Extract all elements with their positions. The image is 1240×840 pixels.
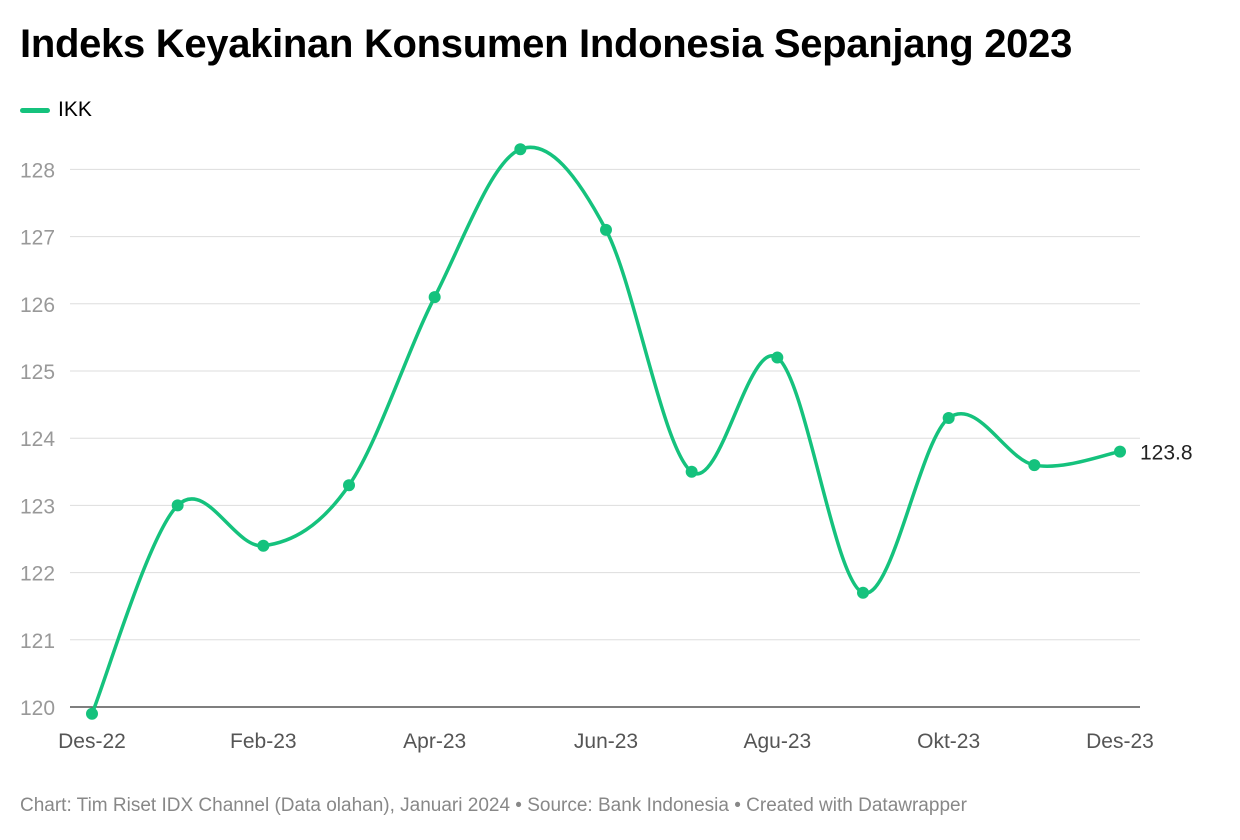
legend-label: IKK [58, 98, 92, 121]
y-tick-label: 127 [20, 227, 55, 250]
x-axis-ticks: Des-22 Feb-23 Apr-23 Jun-23 Agu-23 Okt-23 Des-… [58, 730, 1154, 753]
x-tick-label: Apr-23 [403, 730, 466, 753]
x-tick-label: Feb-23 [230, 730, 297, 753]
y-tick-label: 124 [20, 428, 55, 451]
y-tick-label: 125 [20, 361, 55, 384]
data-point [171, 499, 184, 512]
data-point [514, 143, 527, 156]
data-point [685, 465, 698, 478]
legend: IKK [20, 98, 92, 122]
data-point [942, 412, 955, 425]
x-tick-label: Des-22 [58, 730, 126, 753]
y-tick-label: 126 [20, 294, 55, 317]
data-point [1114, 445, 1126, 458]
y-tick-label: 120 [20, 697, 55, 720]
x-tick-label: Agu-23 [743, 730, 811, 753]
y-tick-label: 128 [20, 159, 55, 182]
data-point [1028, 459, 1041, 472]
chart-footer: Chart: Tim Riset IDX Channel (Data olaha… [20, 795, 967, 816]
legend-swatch [20, 107, 50, 113]
page-title: Indeks Keyakinan Konsumen Indonesia Sepa… [20, 22, 1073, 66]
end-value-label: 123.8 [1140, 442, 1193, 465]
data-point [857, 586, 869, 599]
data-point [428, 291, 441, 304]
y-axis-ticks: 120 121 122 123 124 125 126 127 128 [20, 159, 55, 720]
x-tick-label: Des-23 [1086, 730, 1154, 753]
data-point [771, 351, 784, 364]
series-ikk: 123.8 [86, 143, 1193, 720]
y-tick-label: 122 [20, 563, 55, 586]
y-tick-label: 121 [20, 630, 55, 653]
y-tick-label: 123 [20, 495, 55, 518]
x-tick-label: Okt-23 [917, 730, 980, 753]
data-point [600, 223, 612, 236]
data-point [343, 479, 355, 492]
x-tick-label: Jun-23 [574, 730, 638, 753]
data-point [86, 707, 98, 720]
data-point [257, 539, 270, 552]
grid-lines [70, 168, 1140, 708]
